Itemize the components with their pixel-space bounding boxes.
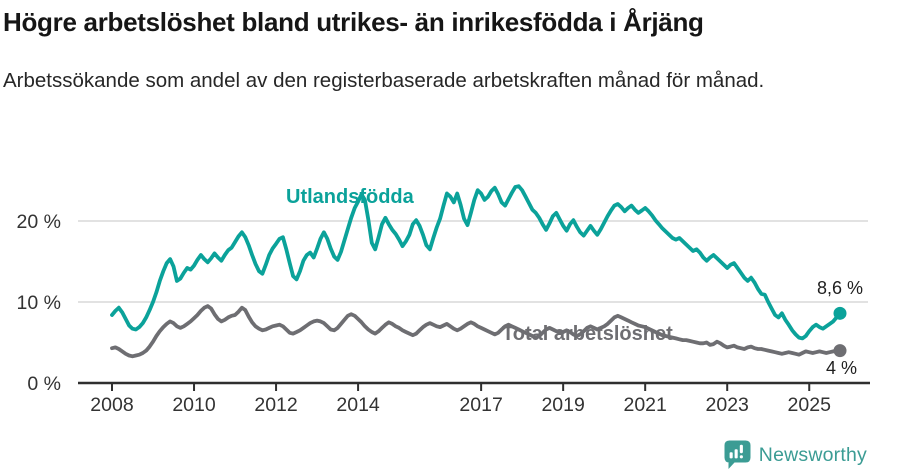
x-tick-label: 2012: [254, 394, 297, 416]
series-label-total-arbetsloshet: Total arbetslöshet: [502, 323, 673, 345]
newsworthy-brand-text: Newsworthy: [758, 443, 867, 466]
end-value-label-utlandsfodda: 8,6 %: [816, 278, 863, 298]
x-tick-label: 2025: [788, 394, 832, 416]
x-tick-label: 2017: [459, 394, 502, 416]
newsworthy-logo-icon: [724, 440, 751, 469]
x-tick-label: 2008: [90, 394, 133, 416]
y-tick-label: 20 %: [17, 211, 61, 233]
series-line-utlandsfodda: [110, 184, 842, 341]
chart-canvas: 0 % 10 % 20 % 2008 2010 2012 2014 2017 2019 2021 2…: [17, 184, 870, 416]
page-title: Högre arbetslöshet bland utrikes- än inr…: [3, 7, 704, 37]
x-tick-label: 2021: [623, 394, 666, 416]
series-end-dot-total: [833, 344, 847, 358]
y-tick-label: 0 %: [27, 373, 61, 395]
x-tick-label: 2014: [336, 394, 380, 416]
x-tick-label: 2010: [172, 394, 216, 416]
x-tick-label: 2019: [541, 394, 584, 416]
newsworthy-branding: Newsworthy: [724, 440, 867, 470]
end-value-label-total: 4 %: [825, 358, 857, 378]
y-tick-label: 10 %: [17, 292, 61, 314]
series-label-utlandsfodda: Utlandsfödda: [286, 186, 414, 208]
x-tick-label: 2023: [706, 394, 749, 416]
series-end-dot-utlandsfodda: [833, 306, 847, 320]
page-subtitle: Arbetssökande som andel av den registerb…: [3, 69, 765, 92]
line-chart: 0 % 10 % 20 % 2008 2010 2012 2014 2017 2019 2021 2…: [0, 150, 900, 442]
series-line-total: [110, 304, 842, 359]
